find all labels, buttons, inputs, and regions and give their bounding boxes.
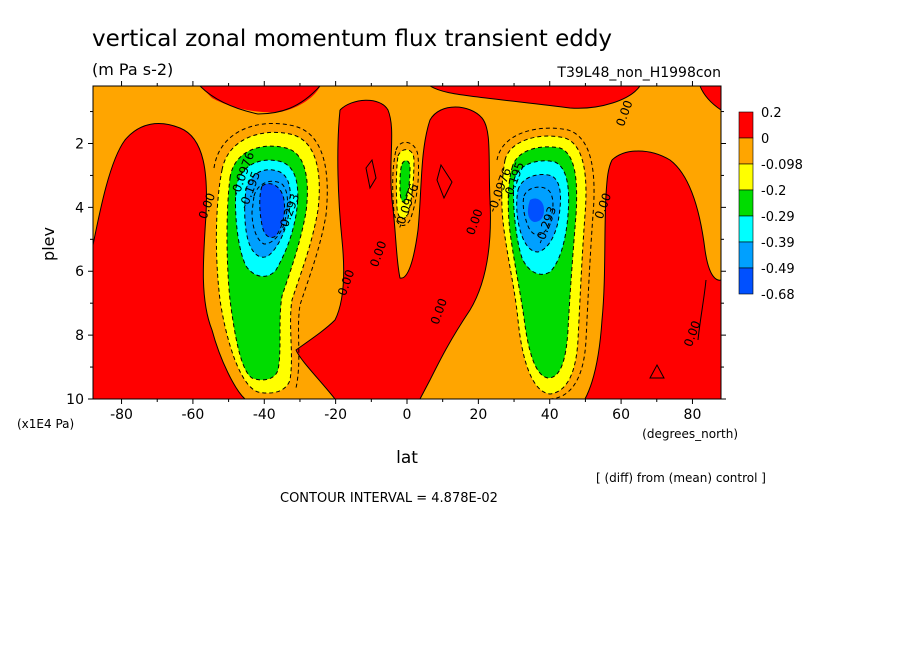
positive-blob-sh [341, 343, 357, 351]
diff-note: [ (diff) from (mean) control ] [596, 471, 766, 485]
positive-region-east-edge [700, 86, 721, 110]
colorbar-level-label: -0.2 [761, 184, 786, 199]
colorbar-swatch [738, 215, 754, 243]
colorbar-level-label: 0.2 [761, 106, 782, 121]
x-tick-label: -20 [324, 407, 347, 423]
y-axis-label: plev [39, 227, 58, 261]
negative-contour-lines [213, 122, 595, 399]
experiment-label: T39L48_non_H1998con [556, 65, 721, 81]
y-tick-label: 4 [75, 200, 84, 216]
colorbar-level-label: -0.39 [761, 236, 795, 251]
neg-band-5-nh [527, 198, 544, 222]
colorbar-legend: 0.2 0 -0.098 -0.2 -0.29 -0.39 -0.49 -0.68 [738, 106, 803, 303]
colorbar-swatch [738, 241, 754, 269]
colorbar-swatch [738, 189, 754, 217]
x-tick-label: -80 [110, 407, 133, 423]
y-axis-units: (x1E4 Pa) [17, 417, 74, 431]
chart-title: vertical zonal momentum flux transient e… [92, 26, 612, 52]
y-tick-label: 6 [75, 264, 84, 280]
y-axis: 2 4 6 8 10 [66, 111, 726, 408]
positive-region-west [93, 123, 245, 399]
colorbar-swatch [738, 267, 754, 295]
positive-region-sw-edge [93, 280, 110, 399]
x-tick-label: 60 [612, 407, 630, 423]
neg-band-5-sh [259, 183, 285, 238]
x-tick-label: 0 [403, 407, 412, 423]
zero-contour-lines [93, 86, 721, 399]
positive-region-east [585, 151, 721, 399]
colorbar-level-label: 0 [761, 132, 769, 147]
x-tick-label: 20 [469, 407, 487, 423]
colorbar-level-label: -0.29 [761, 210, 795, 225]
colorbar-level-label: -0.68 [761, 288, 795, 303]
chart-units: (m Pa s-2) [92, 60, 173, 79]
y-tick-label: 2 [75, 136, 84, 152]
x-axis-label: lat [396, 448, 418, 468]
colorbar-swatch [738, 111, 754, 139]
colorbar-level-label: -0.098 [761, 158, 803, 173]
positive-blob-south-east [650, 365, 664, 378]
contour-interval: CONTOUR INTERVAL = 4.878E-02 [280, 491, 498, 506]
x-tick-label: -40 [253, 407, 276, 423]
x-tick-label: 80 [684, 407, 702, 423]
colorbar-level-label: -0.49 [761, 262, 795, 277]
positive-region-center [296, 100, 491, 399]
x-tick-label: -60 [181, 407, 204, 423]
y-tick-label: 10 [66, 392, 84, 408]
positive-region-top-right [430, 86, 640, 109]
x-axis: -80 -60 -40 -20 0 20 40 60 80 [110, 81, 701, 423]
x-axis-units: (degrees_north) [642, 427, 738, 441]
colorbar-swatch [738, 163, 754, 191]
y-tick-label: 8 [75, 328, 84, 344]
colorbar-swatch [738, 137, 754, 165]
contour-field [93, 86, 721, 399]
positive-region-top-left [200, 86, 320, 113]
x-tick-label: 40 [541, 407, 559, 423]
